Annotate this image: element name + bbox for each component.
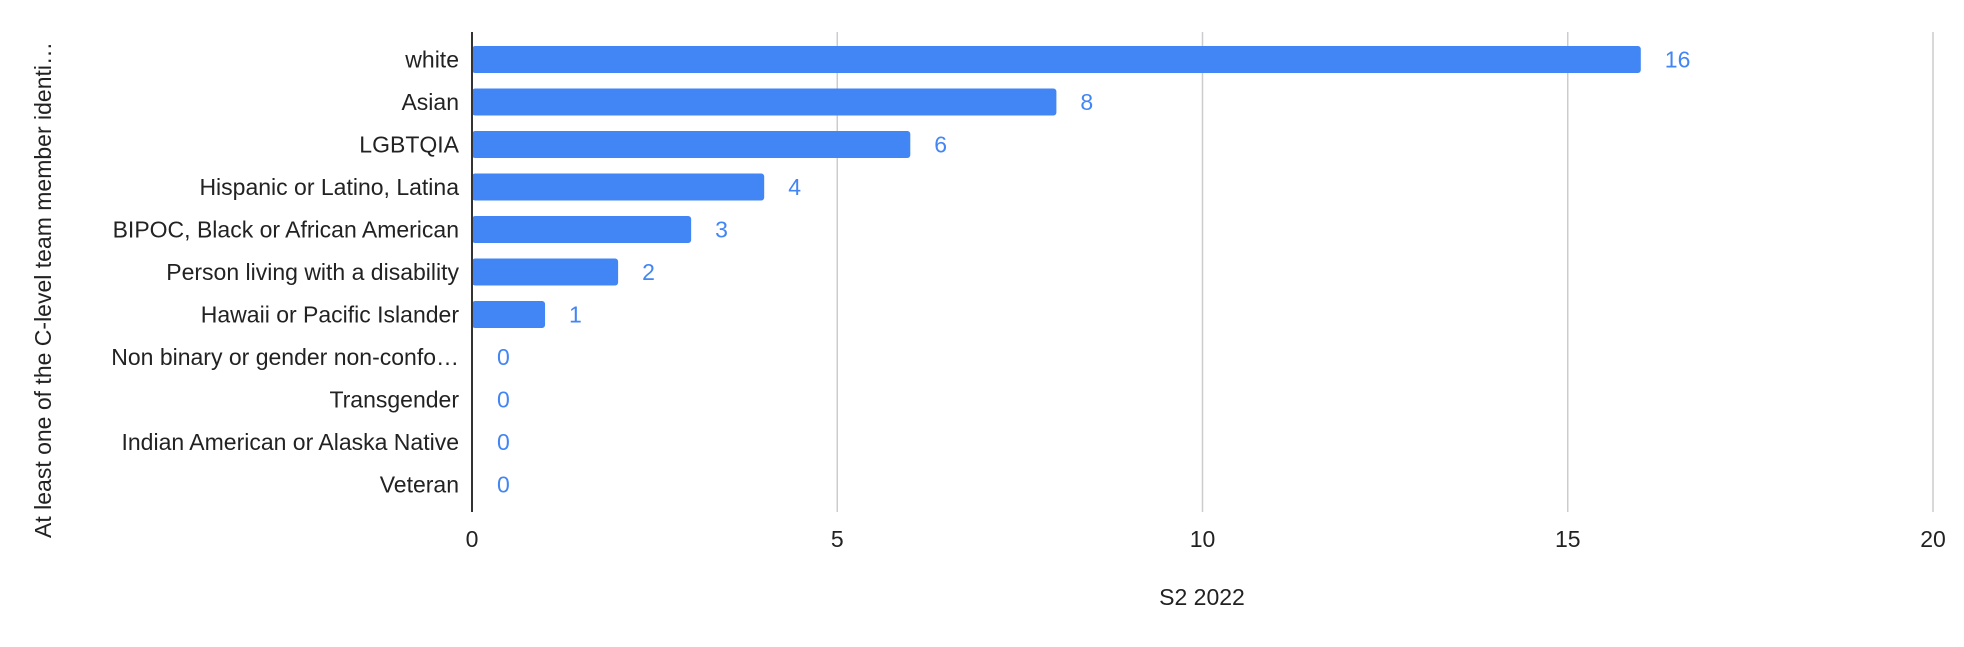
x-axis-title: S2 2022 [1159, 584, 1245, 610]
category-label: Transgender [329, 387, 459, 413]
category-labels: white Asian LGBTQIA Hispanic or Latino, Lat… [111, 47, 459, 498]
data-label: 3 [715, 217, 728, 243]
x-tick-label: 20 [1920, 526, 1946, 552]
bar [472, 46, 1641, 73]
category-label: Non binary or gender non-confo… [111, 344, 459, 370]
category-label: Asian [401, 89, 459, 115]
data-labels: 16 8 6 4 3 2 1 0 0 0 0 [497, 47, 1690, 498]
bars [472, 46, 1641, 328]
data-label: 6 [934, 132, 947, 158]
x-tick-label: 5 [831, 526, 844, 552]
category-label: white [404, 47, 459, 73]
bar [472, 258, 619, 286]
data-label: 0 [497, 472, 510, 498]
category-label: Hispanic or Latino, Latina [199, 174, 459, 200]
y-axis-title: At least one of the C-level team member … [30, 42, 56, 538]
data-label: 1 [569, 302, 582, 328]
category-label: Hawaii or Pacific Islander [201, 302, 460, 328]
bar [472, 301, 546, 328]
bar [472, 216, 692, 243]
category-label: LGBTQIA [359, 132, 459, 158]
data-label: 2 [642, 259, 655, 285]
x-tick-label: 15 [1555, 526, 1581, 552]
bar [472, 173, 765, 201]
x-tick-label: 10 [1190, 526, 1216, 552]
x-tick-label: 0 [466, 526, 479, 552]
gridlines [836, 32, 1934, 512]
category-label: Person living with a disability [166, 259, 459, 285]
data-label: 8 [1080, 89, 1093, 115]
data-label: 4 [788, 174, 801, 200]
x-tick-labels: 0 5 10 15 20 [466, 526, 1946, 552]
data-label: 0 [497, 429, 510, 455]
category-label: Veteran [380, 472, 459, 498]
data-label: 0 [497, 387, 510, 413]
data-label: 16 [1665, 47, 1691, 73]
data-label: 0 [497, 344, 510, 370]
category-label: Indian American or Alaska Native [121, 429, 459, 455]
bar [472, 131, 911, 158]
category-label: BIPOC, Black or African American [113, 217, 459, 243]
bar [472, 88, 1057, 116]
